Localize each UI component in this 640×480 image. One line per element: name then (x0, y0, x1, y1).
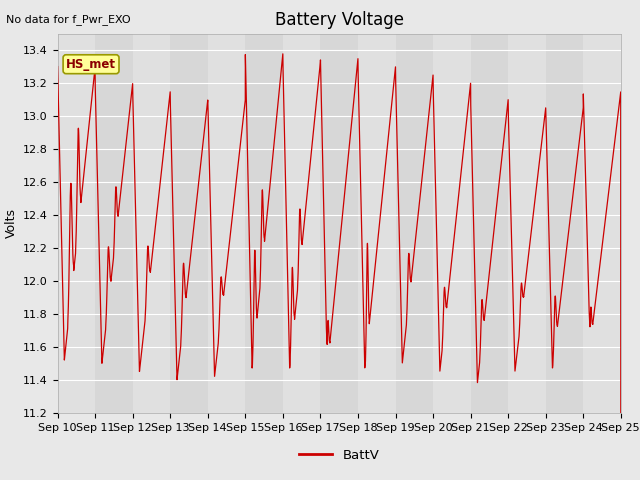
Bar (170, 34, 208, 413)
Text: HS_met: HS_met (66, 58, 116, 71)
Title: Battery Voltage: Battery Voltage (275, 11, 404, 29)
Bar (546, 34, 583, 413)
Text: No data for f_Pwr_EXO: No data for f_Pwr_EXO (6, 14, 131, 25)
Bar (245, 34, 283, 413)
Bar (396, 34, 433, 413)
Bar (470, 34, 508, 413)
Legend: BattV: BattV (294, 444, 385, 467)
Bar (321, 34, 358, 413)
Y-axis label: Volts: Volts (4, 208, 17, 238)
Bar (95, 34, 132, 413)
